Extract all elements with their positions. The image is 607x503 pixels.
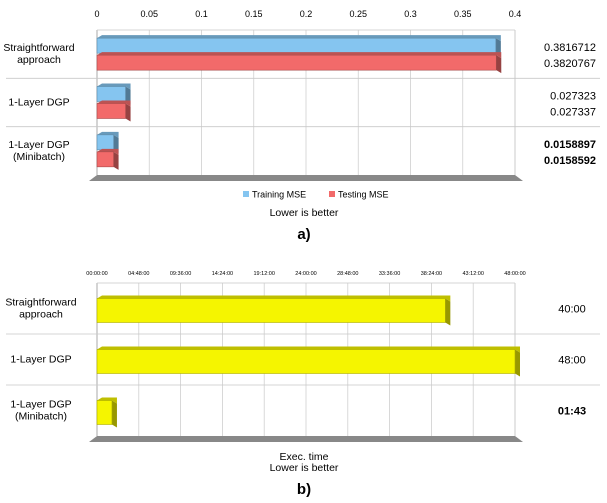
category-label: 1-Layer DGP: [8, 97, 69, 109]
chart-note: Lower is better: [270, 462, 339, 474]
legend: Training MSE Testing MSE: [243, 190, 389, 200]
data-label: 40:00: [558, 304, 586, 316]
data-label: 0.027337: [550, 107, 596, 119]
bar-testing-mse: [96, 100, 131, 122]
legend-entry: Training MSE: [252, 190, 306, 200]
data-label: 0.027323: [550, 91, 596, 103]
bar-testing-mse-front: [96, 103, 126, 119]
bar-exec-time-side: [111, 400, 117, 428]
bar-testing-mse-front: [96, 54, 497, 71]
category-label: 1-Layer DGP: [10, 354, 71, 366]
bar-training-mse-front: [96, 134, 114, 151]
bar-exec-time-side: [515, 349, 520, 377]
bar-exec-time-front: [96, 349, 516, 374]
x-tick-label: 0.4: [509, 9, 522, 19]
x-tick-label: 0.35: [454, 9, 472, 19]
x-tick-label: 0.2: [300, 9, 313, 19]
bar-testing-mse-front: [96, 151, 114, 168]
x-tick-label: 33:36:00: [379, 271, 400, 277]
data-label: 0.3816712: [544, 42, 596, 54]
chart-floor: [89, 436, 523, 442]
chart-note: Lower is better: [270, 207, 339, 219]
bar-testing-mse-side: [125, 103, 131, 122]
bar-testing-mse: [96, 148, 119, 170]
bar-exec-time: [96, 346, 520, 377]
category-label: 1-Layer DGP (Minibatch): [10, 399, 71, 423]
category-label: Straightforward approach: [5, 297, 76, 321]
bar-testing-mse: [96, 52, 502, 74]
bar-testing-mse-side: [113, 151, 119, 170]
bar-training-mse-side: [495, 38, 501, 57]
bar-training-mse-front: [96, 86, 126, 102]
x-tick-label: 43:12:00: [462, 271, 483, 277]
legend-entry: Testing MSE: [338, 190, 389, 200]
x-tick-label: 14:24:00: [212, 271, 233, 277]
bar-training-mse-side: [113, 134, 119, 153]
x-tick-label: 09:36:00: [170, 271, 191, 277]
x-tick-label: 0: [94, 9, 99, 19]
bar-exec-time: [96, 397, 117, 428]
legend-swatch: [243, 191, 249, 197]
data-label: 0.0158897: [544, 139, 596, 151]
bar-exec-time-side: [445, 298, 451, 326]
legend-swatch: [329, 191, 335, 197]
bar-training-mse-front: [96, 37, 497, 54]
x-tick-label: 0.25: [349, 9, 367, 19]
x-tick-label: 19:12:00: [253, 271, 274, 277]
bar-training-mse: [96, 35, 501, 57]
bar-exec-time-front: [96, 298, 446, 323]
category-label: Straightforward approach: [3, 42, 74, 66]
x-tick-label: 0.1: [195, 9, 208, 19]
bar-testing-mse-side: [496, 55, 502, 74]
x-tick-label: 04:48:00: [128, 271, 149, 277]
chart-a: 0 0.05 0.1 0.15 0.2 0.25 0.3 0.35 0.4 Straightfor…: [3, 9, 600, 243]
bar-exec-time-front: [96, 400, 113, 425]
chart-b: 00:00:00 04:48:00 09:36:00 14:24:00 19:12:00…: [5, 271, 600, 498]
bar-exec-time: [96, 295, 451, 326]
x-tick-label: 0.3: [404, 9, 417, 19]
category-label: 1-Layer DGP (Minibatch): [8, 139, 69, 163]
data-label: 01:43: [558, 406, 586, 418]
chart-floor: [89, 175, 523, 181]
data-label: 0.0158592: [544, 155, 596, 167]
data-label: 0.3820767: [544, 58, 596, 70]
x-axis-label: Exec. time: [279, 451, 328, 463]
x-tick-label: 00:00:00: [86, 271, 107, 277]
x-tick-label: 0.05: [140, 9, 158, 19]
x-tick-label: 28:48:00: [337, 271, 358, 277]
bar-training-mse: [96, 131, 119, 153]
panel-label: b): [297, 481, 311, 498]
x-tick-label: 38:24:00: [421, 271, 442, 277]
panel-label: a): [297, 226, 310, 243]
bar-training-mse: [96, 83, 131, 105]
x-tick-label: 24:00:00: [295, 271, 316, 277]
bar-training-mse-side: [125, 86, 131, 105]
x-tick-label: 48:00:00: [504, 271, 525, 277]
data-label: 48:00: [558, 355, 586, 367]
x-tick-label: 0.15: [245, 9, 263, 19]
